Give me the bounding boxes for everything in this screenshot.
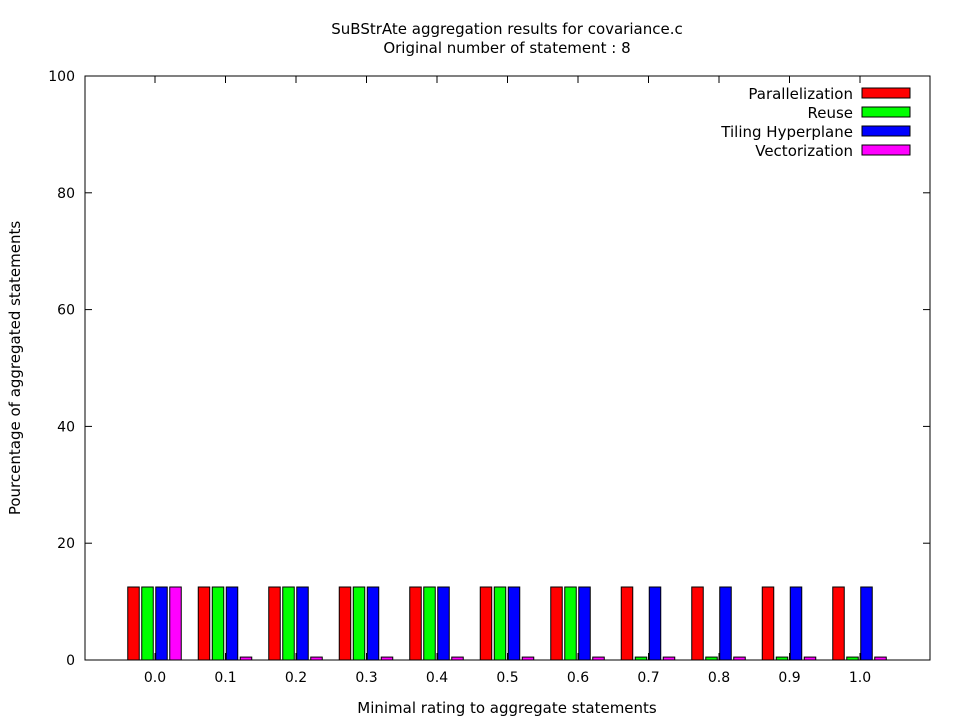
plot-area-border [84, 75, 931, 661]
x-tick-label-2: 0.2 [285, 670, 307, 686]
bar-parallelization-0.0 [127, 586, 140, 661]
bar-reuse-0.6 [564, 586, 577, 661]
bar-tiling-hyperplane-0.9 [789, 586, 803, 661]
bar-tiling-hyperplane-0.0 [155, 586, 168, 661]
chart-title: SuBStrAte aggregation results for covari… [331, 20, 682, 38]
y-tick-label-3: 60 [57, 303, 75, 319]
bar-reuse-0.0 [141, 586, 154, 661]
bar-reuse-0.2 [282, 586, 295, 661]
legend-swatch-reuse [861, 106, 911, 118]
bar-tiling-hyperplane-0.5 [507, 586, 521, 661]
bar-tiling-hyperplane-1.0 [860, 586, 873, 661]
bar-reuse-0.4 [423, 586, 436, 661]
x-tick-label-3: 0.3 [355, 670, 377, 686]
x-tick-label-10: 1.0 [849, 670, 871, 686]
x-tick-label-8: 0.8 [708, 670, 730, 686]
bar-tiling-hyperplane-0.6 [578, 586, 591, 661]
bar-parallelization-0.2 [268, 586, 281, 661]
bar-tiling-hyperplane-0.2 [296, 586, 309, 661]
bar-tiling-hyperplane-0.7 [648, 586, 662, 661]
legend-swatch-tiling-hyperplane [861, 125, 911, 137]
x-axis-ticks: 0.0 0.1 0.2 0.3 0.4 0.5 0.6 0.7 0.8 0.9 1.0 [144, 76, 871, 686]
y-tick-label-5: 100 [48, 69, 75, 85]
bar-parallelization-0.7 [620, 586, 634, 661]
legend-label-vectorization: Vectorization [755, 142, 853, 160]
bar-parallelization-0.5 [479, 586, 493, 661]
bar-reuse-0.5 [493, 586, 507, 661]
chart-subtitle: Original number of statement : 8 [383, 39, 630, 57]
bar-parallelization-0.6 [550, 586, 563, 661]
bar-tiling-hyperplane-0.4 [437, 586, 450, 661]
bar-tiling-hyperplane-0.8 [719, 586, 732, 661]
bar-parallelization-0.4 [409, 586, 422, 661]
bar-tiling-hyperplane-0.3 [366, 586, 380, 661]
legend-swatch-parallelization [861, 87, 911, 99]
bar-parallelization-0.1 [197, 586, 211, 661]
legend-swatch-vectorization [861, 144, 911, 156]
bars-group [127, 586, 887, 661]
bar-parallelization-0.8 [691, 586, 704, 661]
bar-parallelization-0.3 [338, 586, 352, 661]
bar-reuse-0.1 [211, 586, 225, 661]
x-tick-label-7: 0.7 [637, 670, 659, 686]
y-axis-label: Pourcentage of aggregated statements [6, 221, 24, 515]
x-tick-label-9: 0.9 [778, 670, 800, 686]
bar-parallelization-0.9 [761, 586, 775, 661]
x-tick-label-0: 0.0 [144, 670, 166, 686]
y-tick-label-2: 40 [57, 419, 75, 435]
legend-label-tiling-hyperplane: Tiling Hyperplane [720, 123, 853, 141]
bar-reuse-0.3 [352, 586, 366, 661]
y-axis-ticks: 0 20 40 60 80 100 [48, 69, 930, 669]
x-tick-label-5: 0.5 [496, 670, 518, 686]
y-tick-label-1: 20 [57, 536, 75, 552]
x-axis-label: Minimal rating to aggregate statements [357, 699, 657, 717]
bar-vectorization-0.0 [169, 586, 182, 661]
bar-parallelization-1.0 [832, 586, 845, 661]
x-tick-label-6: 0.6 [567, 670, 589, 686]
legend-label-parallelization: Parallelization [748, 85, 853, 103]
legend-label-reuse: Reuse [807, 104, 853, 122]
x-tick-label-4: 0.4 [426, 670, 448, 686]
y-tick-label-4: 80 [57, 186, 75, 202]
y-tick-label-0: 0 [66, 653, 75, 669]
bar-tiling-hyperplane-0.1 [225, 586, 239, 661]
x-tick-label-1: 0.1 [214, 670, 236, 686]
